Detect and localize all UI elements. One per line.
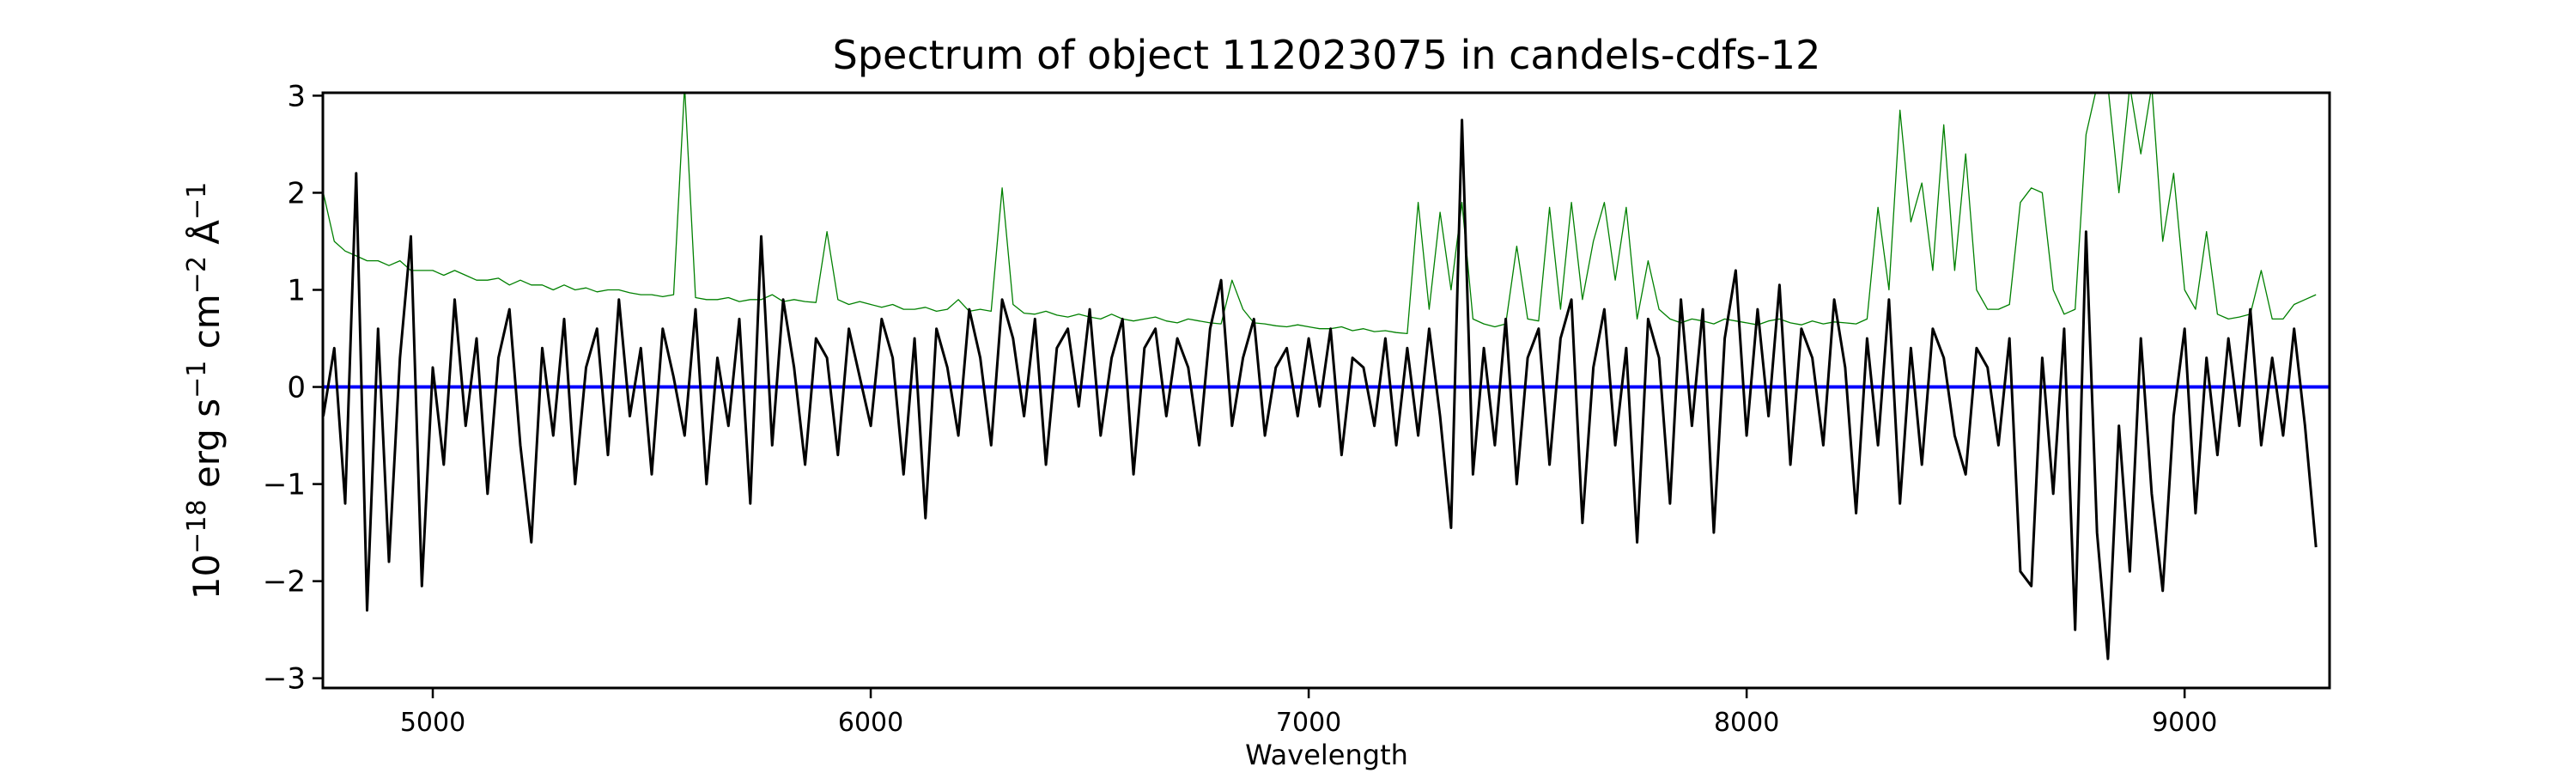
y-label-unit: erg s — [185, 399, 228, 500]
y-tick-label: −2 — [263, 565, 306, 600]
x-tick-label: 7000 — [1276, 708, 1341, 738]
x-tick-label: 5000 — [400, 708, 465, 738]
y-axis: −3 −2 −1 0 1 2 3 — [263, 79, 323, 697]
x-axis-label: Wavelength — [1245, 739, 1408, 771]
plot-frame — [321, 91, 2331, 690]
y-tick-label: 3 — [287, 79, 306, 113]
y-tick-label: −1 — [263, 468, 306, 502]
y-label-exp: −1 — [182, 361, 212, 399]
y-label-base: 10 — [185, 554, 228, 600]
series-line-error — [323, 93, 2317, 335]
y-tick-label: 0 — [287, 371, 306, 405]
x-tick-label: 9000 — [2152, 708, 2217, 738]
y-label-unit: Å — [185, 220, 228, 256]
y-tick-label: −3 — [263, 662, 306, 697]
y-label-unit: cm — [185, 294, 228, 360]
y-tick-label: 2 — [287, 176, 306, 210]
y-tick-label: 1 — [287, 273, 306, 307]
y-label-exp: −2 — [182, 256, 212, 294]
y-axis-label: 10−18 erg s−1 cm−2 Å−1 — [182, 182, 228, 600]
x-axis: 5000 6000 7000 8000 9000 — [400, 688, 2217, 738]
series-line-flux — [323, 119, 2318, 660]
chart-title: Spectrum of object 112023075 in candels-… — [833, 32, 1821, 78]
plot-series — [323, 93, 2330, 660]
x-tick-label: 8000 — [1714, 708, 1779, 738]
x-tick-label: 6000 — [838, 708, 903, 738]
y-label-exp: −1 — [182, 182, 212, 220]
y-label-exp: −18 — [182, 500, 212, 554]
